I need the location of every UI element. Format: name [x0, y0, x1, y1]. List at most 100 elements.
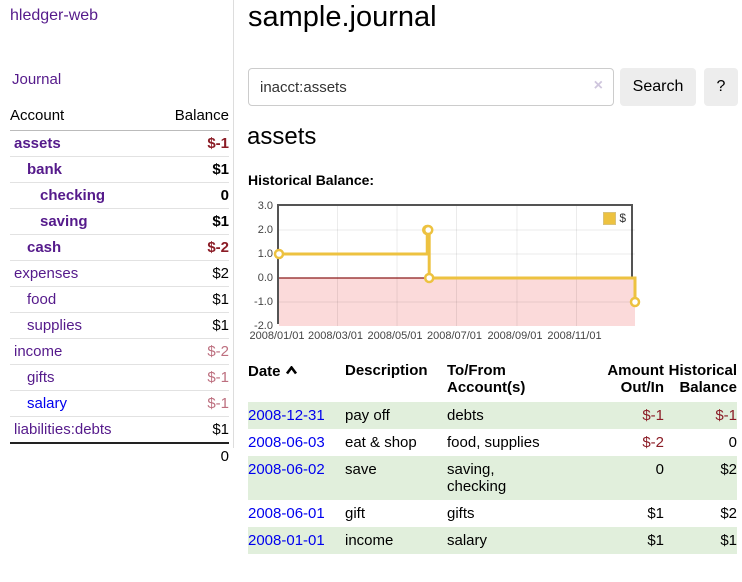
account-link-salary[interactable]: salary — [27, 395, 68, 412]
transaction-date-link[interactable]: 2008-06-01 — [248, 505, 325, 522]
account-link-liabilities-debts[interactable]: liabilities:debts — [14, 421, 112, 438]
account-link-income[interactable]: income — [14, 343, 63, 360]
transaction-row: 2008-01-01 income salary $1 $1 — [248, 527, 737, 554]
chart-title: Historical Balance: — [248, 172, 375, 188]
account-link-expenses[interactable]: expenses — [14, 265, 79, 282]
x-axis-tick-label: 2008/03/01 — [307, 330, 364, 342]
transactions-header-row: Date Description To/From Account(s) Amou… — [248, 360, 737, 402]
account-row-food: food $1 — [10, 286, 229, 313]
header-date[interactable]: Date — [248, 360, 345, 402]
transaction-accounts: saving, checking — [447, 461, 507, 495]
account-link-checking[interactable]: checking — [40, 187, 106, 204]
account-row-cash: cash $-2 — [10, 234, 229, 261]
transaction-date-link[interactable]: 2008-01-01 — [248, 532, 325, 549]
sort-ascending-icon — [285, 362, 298, 379]
account-balance: $-1 — [152, 364, 229, 391]
y-axis-tick-label: 0.0 — [257, 272, 273, 284]
transaction-amount: $-1 — [642, 407, 664, 424]
account-balance: $-1 — [207, 135, 229, 152]
transaction-description: pay off — [345, 407, 390, 424]
header-amount: Amount Out/In — [607, 362, 664, 396]
transaction-accounts: gifts — [447, 505, 475, 522]
account-row-bank: bank $1 — [10, 156, 229, 183]
search-input[interactable] — [248, 68, 614, 106]
search-box: × — [248, 68, 614, 106]
transaction-accounts: debts — [447, 407, 484, 424]
transaction-amount: 0 — [655, 461, 664, 478]
account-balance: $1 — [152, 312, 229, 339]
legend-label: $ — [619, 211, 626, 225]
transaction-balance: $2 — [720, 461, 737, 478]
transaction-row: 2008-12-31 pay off debts $-1 $-1 — [248, 402, 737, 429]
app-title-link[interactable]: hledger-web — [10, 7, 99, 24]
account-balance: $1 — [152, 416, 229, 443]
chart-x-axis: 2008/01/01 2008/03/01 2008/05/01 2008/07/01… — [249, 330, 637, 346]
chart-y-axis: 3.0 2.0 1.0 0.0 -1.0 -2.0 — [240, 200, 273, 332]
transaction-accounts: salary — [447, 532, 488, 549]
transaction-description: save — [345, 461, 377, 478]
transaction-amount: $1 — [647, 505, 664, 522]
accounts-header-balance: Balance — [152, 103, 229, 131]
x-axis-tick-label: 2008/09/01 — [487, 330, 543, 342]
account-row-income: income $-2 — [10, 338, 229, 365]
account-link-assets[interactable]: assets — [14, 135, 61, 152]
transaction-row: 2008-06-02 save saving, checking 0 $2 — [248, 456, 737, 500]
accounts-table: Account Balance assets $-1 bank $1 check… — [10, 103, 229, 469]
account-heading: assets — [247, 123, 317, 150]
chart-plot-area: $ — [273, 204, 641, 326]
header-balance: Historical Balance — [668, 362, 737, 396]
account-row-checking: checking 0 — [10, 182, 229, 209]
account-balance: $-2 — [152, 234, 229, 261]
account-row-expenses: expenses $2 — [10, 260, 229, 287]
y-axis-tick-label: 2.0 — [257, 224, 273, 236]
transaction-amount: $-2 — [642, 434, 664, 451]
account-balance: $2 — [152, 260, 229, 287]
balance-chart: 3.0 2.0 1.0 0.0 -1.0 -2.0 $ 2008/01/01 2008/03… — [0, 200, 742, 346]
accounts-total-row: 0 — [10, 442, 229, 469]
account-balance: $-1 — [152, 390, 229, 417]
account-link-bank[interactable]: bank — [27, 161, 63, 178]
account-balance: $1 — [152, 156, 229, 183]
account-link-gifts[interactable]: gifts — [27, 369, 55, 386]
x-axis-tick-label: 2008/11/01 — [547, 330, 602, 342]
account-balance: $-2 — [152, 338, 229, 365]
chart-canvas — [273, 206, 641, 326]
y-axis-tick-label: -1.0 — [254, 296, 273, 308]
x-axis-tick-label: 2008/05/01 — [367, 330, 423, 342]
transactions-table: Date Description To/From Account(s) Amou… — [248, 360, 737, 554]
transaction-balance: $2 — [720, 505, 737, 522]
transaction-description: gift — [345, 505, 366, 522]
transaction-date-link[interactable]: 2008-06-03 — [248, 434, 325, 451]
transaction-description: income — [345, 532, 394, 549]
account-row-supplies: supplies $1 — [10, 312, 229, 339]
search-button[interactable]: Search — [620, 68, 696, 106]
transaction-amount: $1 — [647, 532, 664, 549]
account-row-gifts: gifts $-1 — [10, 364, 229, 391]
account-link-saving[interactable]: saving — [40, 213, 88, 230]
chart-legend: $ — [603, 211, 626, 225]
transaction-balance: $1 — [720, 532, 737, 549]
header-description: Description — [345, 362, 428, 379]
accounts-total-value: 0 — [152, 442, 229, 469]
transaction-balance: 0 — [728, 434, 737, 451]
account-link-cash[interactable]: cash — [27, 239, 62, 256]
x-axis-tick-label: 2008/01/01 — [249, 330, 305, 342]
transaction-description: eat & shop — [345, 434, 417, 451]
header-accounts: To/From Account(s) — [447, 362, 526, 396]
transaction-date-link[interactable]: 2008-06-02 — [248, 461, 325, 478]
transaction-row: 2008-06-01 gift gifts $1 $2 — [248, 500, 737, 527]
transaction-row: 2008-06-03 eat & shop food, supplies $-2… — [248, 429, 737, 456]
help-button[interactable]: ? — [704, 68, 738, 106]
x-axis-tick-label: 2008/07/01 — [426, 330, 483, 342]
clear-search-icon[interactable]: × — [593, 77, 603, 94]
account-balance: $1 — [152, 286, 229, 313]
account-row-saving: saving $1 — [10, 208, 229, 235]
account-balance: 0 — [152, 182, 229, 209]
sidebar-divider — [233, 0, 234, 448]
account-link-supplies[interactable]: supplies — [27, 317, 83, 334]
transaction-date-link[interactable]: 2008-12-31 — [248, 407, 325, 424]
account-row-salary: salary $-1 — [10, 390, 229, 417]
nav-journal-link[interactable]: Journal — [12, 71, 62, 88]
account-link-food[interactable]: food — [27, 291, 57, 308]
